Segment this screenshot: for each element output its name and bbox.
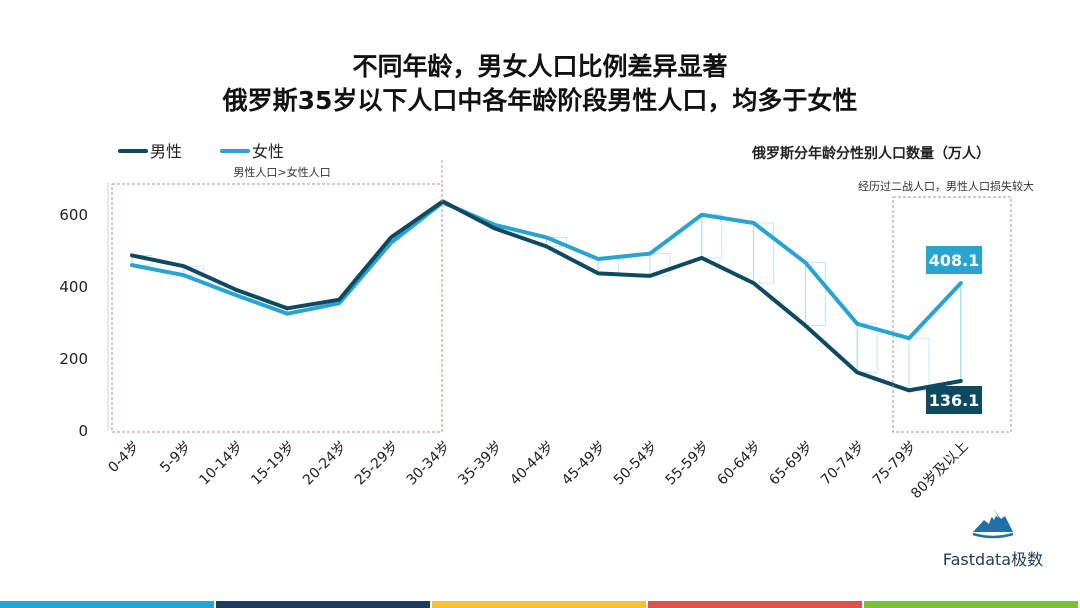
x-tick-label: 50-54岁 — [611, 439, 661, 489]
difference-box — [856, 323, 878, 373]
bottom-bar-segment — [864, 601, 1078, 608]
y-tick-label: 0 — [78, 422, 88, 440]
x-tick-label: 60-64岁 — [714, 439, 764, 489]
x-tick-label: 15-19岁 — [248, 439, 298, 489]
difference-box — [649, 253, 671, 277]
difference-box — [546, 236, 567, 247]
x-tick-label: 40-44岁 — [507, 439, 557, 489]
x-tick-label: 5-9岁 — [157, 439, 194, 476]
legend-male-label: 男性 — [150, 142, 182, 161]
annotation-box-right — [892, 196, 1012, 433]
difference-box — [183, 265, 205, 276]
male-series-line — [130, 199, 963, 393]
difference-box — [908, 337, 930, 391]
y-tick-label: 400 — [59, 278, 88, 296]
male-last-label: 136.1 — [929, 391, 980, 410]
annotation-box-left — [111, 183, 443, 433]
annotation-right-text: 经历过二战人口，男性人口损失较大 — [858, 179, 1034, 193]
x-tick-label: 10-14岁 — [196, 439, 246, 489]
bottom-bar-segment — [216, 601, 430, 608]
chart-title: 俄罗斯分年龄分性别人口数量（万人） — [751, 145, 990, 162]
male-last-label-box — [926, 386, 982, 414]
x-tick-label: 30-34岁 — [404, 439, 454, 489]
x-tick-label: 35-39岁 — [455, 439, 505, 489]
page-title: 不同年龄，男女人口比例差异显著 — [352, 52, 728, 81]
x-tick-label: 70-74岁 — [818, 439, 868, 489]
female-last-label-box — [926, 246, 982, 274]
female-last-label: 408.1 — [929, 251, 980, 270]
legend-female-label: 女性 — [252, 142, 284, 161]
annotation-left-text: 男性人口>女性人口 — [233, 165, 330, 179]
bottom-bar-segment — [0, 601, 214, 608]
page-subtitle: 俄罗斯35岁以下人口中各年龄阶段男性人口，均多于女性 — [222, 86, 858, 115]
x-tick-label: 65-69岁 — [766, 439, 816, 489]
bottom-bar-segment — [432, 601, 646, 608]
bottom-color-bar — [0, 601, 1080, 608]
y-tick-label: 600 — [59, 206, 88, 224]
difference-box — [753, 222, 774, 284]
mountain-logo-icon — [972, 510, 1014, 539]
x-tick-label: 45-49岁 — [559, 439, 609, 489]
x-tick-label: 0-4岁 — [105, 439, 142, 476]
x-tick-label: 20-24岁 — [300, 439, 350, 489]
difference-box — [701, 214, 723, 259]
brand-logo: Fastdata极数 — [938, 504, 1048, 570]
female-series-line — [130, 200, 963, 341]
bottom-bar-segment — [648, 601, 862, 608]
x-tick-label: 25-29岁 — [352, 439, 402, 489]
title-block: 不同年龄，男女人口比例差异显著 俄罗斯35岁以下人口中各年龄阶段男性人口，均多于… — [0, 50, 1080, 118]
x-tick-label: 55-59岁 — [663, 439, 713, 489]
difference-box — [805, 262, 826, 327]
x-tick-label: 75-79岁 — [870, 439, 920, 489]
difference-box — [597, 258, 619, 274]
y-tick-label: 200 — [59, 350, 88, 368]
logo-text: Fastdata极数 — [942, 550, 1044, 569]
